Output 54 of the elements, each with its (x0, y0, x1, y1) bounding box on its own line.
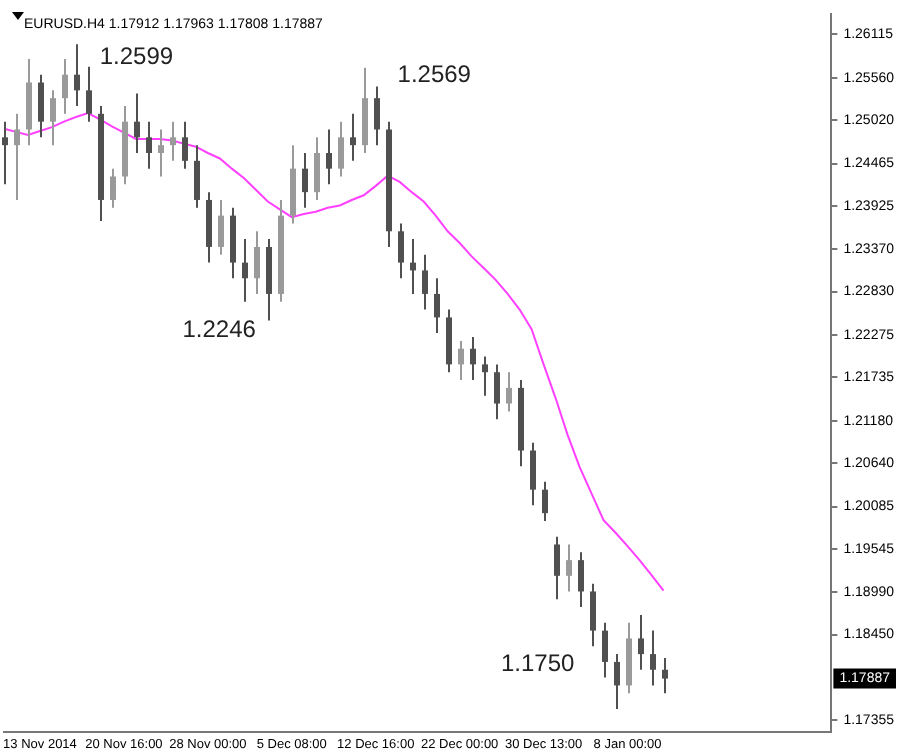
annotation: 1.2569 (397, 60, 472, 89)
candlestick (482, 355, 488, 397)
candlestick (74, 43, 80, 108)
candlestick (554, 535, 560, 601)
candlestick (530, 441, 536, 507)
candlestick (110, 167, 116, 209)
candlestick (134, 92, 140, 154)
candlestick (62, 58, 68, 115)
candlestick (566, 543, 572, 593)
candlestick (254, 230, 260, 295)
annotation: 1.1750 (500, 648, 576, 677)
candlestick (170, 120, 176, 162)
candlestick (422, 253, 428, 311)
candlestick (602, 621, 608, 679)
annotation: 1.2599 (99, 42, 174, 71)
candlestick (182, 120, 188, 170)
candlestick (26, 58, 32, 147)
candlestick (446, 308, 452, 374)
candlestick (470, 335, 476, 382)
candlestick (86, 65, 92, 123)
candlestick (662, 657, 668, 695)
candlestick (434, 277, 440, 335)
candlestick (290, 144, 296, 225)
candlestick (2, 120, 8, 186)
candlestick (362, 66, 368, 154)
candlestick (14, 112, 20, 201)
candlestick (50, 89, 56, 147)
candlestick (398, 222, 404, 280)
candlestick (314, 136, 320, 201)
candlestick (614, 653, 620, 710)
candlestick (350, 112, 356, 162)
candlestick (158, 128, 164, 178)
candlestick (638, 613, 644, 671)
candlestick (242, 238, 248, 303)
candlestick (578, 551, 584, 609)
candlestick (542, 480, 548, 522)
candlestick (194, 144, 200, 209)
candlestick (494, 363, 500, 421)
annotation: 1.2246 (182, 314, 257, 343)
candlestick (506, 371, 512, 413)
candlestick (302, 151, 308, 209)
candlestick (626, 621, 632, 695)
candlestick (230, 206, 236, 280)
candlestick (206, 191, 212, 264)
candlestick (338, 120, 344, 178)
candlestick (266, 238, 272, 322)
candlestick (590, 582, 596, 648)
candlestick (650, 629, 656, 687)
candlestick (38, 73, 44, 139)
candlestick (458, 339, 464, 382)
candlestick (218, 198, 224, 256)
candlestick (146, 120, 152, 170)
candlestick (326, 128, 332, 186)
candlestick (374, 85, 380, 147)
